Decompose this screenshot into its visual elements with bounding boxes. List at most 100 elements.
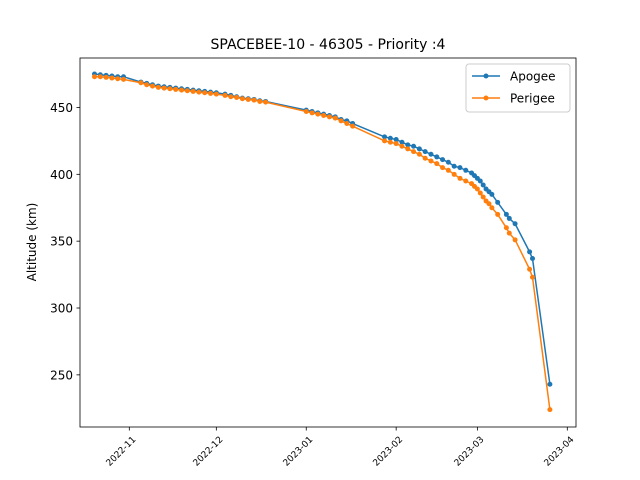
data-point-perigee (103, 74, 109, 80)
y-tick-label: 350 (50, 235, 73, 249)
data-point-apogee (445, 159, 451, 165)
data-point-perigee (251, 97, 257, 103)
data-point-perigee (428, 158, 434, 164)
data-point-perigee (445, 167, 451, 173)
data-point-perigee (150, 83, 156, 89)
data-point-perigee (416, 151, 422, 157)
data-point-apogee (405, 142, 411, 148)
data-point-perigee (326, 114, 332, 120)
legend-label: Perigee (510, 92, 555, 106)
data-point-perigee (115, 76, 121, 82)
data-point-perigee (321, 112, 327, 118)
data-point-perigee (382, 138, 388, 144)
data-point-apogee (399, 139, 405, 145)
data-point-perigee (547, 407, 553, 413)
data-point-perigee (92, 74, 97, 80)
data-point-apogee (477, 178, 483, 184)
data-point-apogee (527, 249, 533, 255)
data-point-perigee (196, 89, 202, 95)
data-point-perigee (463, 178, 469, 184)
data-point-apogee (547, 381, 553, 387)
data-point-perigee (97, 74, 103, 80)
data-point-apogee (529, 256, 535, 262)
data-point-perigee (138, 80, 144, 86)
data-point-perigee (202, 90, 208, 96)
data-point-perigee (350, 123, 356, 129)
data-point-perigee (179, 87, 185, 93)
data-point-apogee (440, 157, 446, 163)
data-point-perigee (405, 146, 411, 152)
data-point-perigee (411, 149, 417, 155)
data-point-perigee (338, 118, 344, 124)
data-point-apogee (506, 215, 512, 221)
data-point-perigee (489, 205, 495, 211)
data-point-perigee (344, 121, 350, 127)
series-perigee (92, 74, 553, 413)
data-point-perigee (506, 230, 512, 236)
data-point-apogee (382, 134, 388, 140)
data-point-perigee (527, 266, 533, 272)
y-tick-label: 250 (50, 368, 73, 382)
data-point-perigee (213, 91, 219, 97)
data-point-perigee (208, 90, 214, 96)
data-point-perigee (234, 94, 240, 100)
legend-item-apogee: Apogee (472, 70, 556, 84)
legend-item-perigee: Perigee (472, 92, 555, 106)
data-point-apogee (434, 154, 440, 160)
data-point-perigee (477, 190, 483, 196)
data-point-apogee (480, 182, 486, 188)
data-point-apogee (495, 199, 501, 205)
data-point-perigee (332, 115, 338, 121)
legend-marker (483, 95, 489, 101)
data-point-perigee (239, 96, 245, 102)
data-point-perigee (503, 225, 509, 231)
data-point-apogee (457, 165, 463, 171)
data-point-perigee (257, 98, 263, 104)
data-point-perigee (451, 171, 457, 177)
chart-title: SPACEBEE-10 - 46305 - Priority :4 (211, 37, 446, 53)
legend-label: Apogee (510, 70, 556, 84)
data-point-perigee (109, 75, 115, 81)
data-point-perigee (263, 99, 269, 105)
data-point-perigee (480, 194, 486, 200)
data-point-perigee (309, 110, 315, 116)
data-point-apogee (503, 211, 509, 217)
data-point-apogee (416, 146, 422, 152)
y-tick-label: 300 (50, 302, 73, 316)
data-point-perigee (303, 108, 309, 114)
plot-frame (79, 57, 577, 428)
data-point-perigee (422, 155, 428, 161)
data-point-perigee (121, 76, 127, 82)
data-point-perigee (245, 96, 251, 102)
data-point-perigee (399, 143, 405, 149)
legend: Apogee Perigee (465, 63, 571, 113)
data-point-perigee (144, 82, 150, 88)
data-point-perigee (512, 237, 518, 243)
data-point-apogee (451, 163, 457, 169)
data-point-perigee (434, 161, 440, 167)
data-point-perigee (457, 175, 463, 181)
data-point-perigee (529, 274, 535, 280)
data-point-perigee (495, 211, 501, 217)
data-point-perigee (173, 86, 179, 92)
data-point-apogee (422, 149, 428, 155)
data-point-apogee (393, 137, 399, 143)
data-point-perigee (228, 94, 234, 100)
legend-marker (483, 73, 489, 79)
data-point-perigee (222, 92, 228, 98)
data-point-perigee (393, 141, 399, 147)
data-point-perigee (474, 186, 480, 192)
data-point-perigee (315, 111, 321, 117)
data-point-apogee (411, 143, 417, 149)
series-layer (92, 71, 553, 413)
data-point-perigee (486, 201, 492, 207)
data-point-apogee (387, 135, 393, 141)
data-point-perigee (167, 86, 173, 92)
data-point-apogee (428, 151, 434, 157)
data-point-perigee (387, 139, 393, 145)
y-axis-label: Altitude (km) (25, 203, 39, 282)
data-point-perigee (440, 165, 446, 171)
y-tick-label: 400 (50, 168, 73, 182)
data-point-perigee (161, 85, 167, 91)
